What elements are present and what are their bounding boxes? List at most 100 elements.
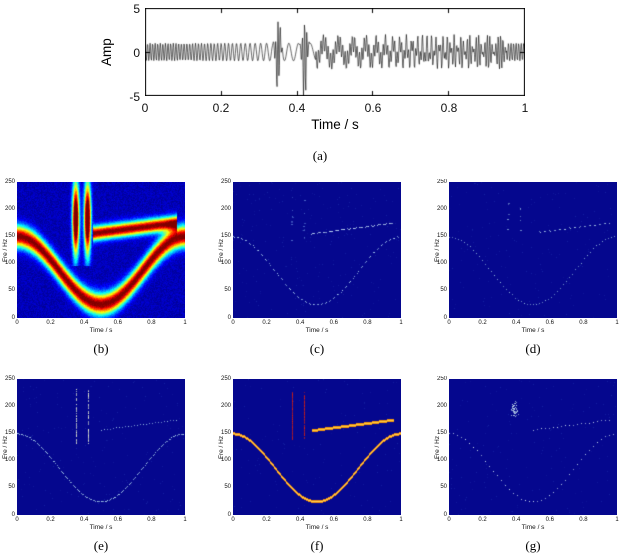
y-tick-label: 50: [440, 484, 447, 491]
y-tick-label: 250: [220, 178, 231, 185]
panel-f: Fre / Hz 0 50 100 150 200 250 0 0.2 0.4 0.6 0.8 1 Tim…: [216, 372, 432, 560]
x-tick-label: 0.4: [512, 320, 521, 326]
y-tick-label: 200: [4, 402, 15, 409]
x-tick-label: 0.6: [329, 517, 338, 523]
x-tick-label: 0.2: [46, 320, 55, 326]
y-tick-label: 150: [436, 232, 447, 239]
x-tick-label: 0: [141, 101, 149, 115]
y-tick-label: 150: [220, 232, 231, 239]
y-tick-label: 50: [8, 484, 15, 491]
x-tick-label: 0: [231, 517, 235, 523]
x-tick-label: 0.6: [545, 517, 554, 523]
x-tick-label: 0.4: [296, 517, 305, 523]
y-tick-label: 200: [436, 205, 447, 212]
tf-ridge-g-canvas: [449, 379, 617, 515]
x-tick-label: 1: [399, 320, 403, 326]
caption-g: (g): [525, 538, 541, 553]
y-tick-label: 0: [443, 314, 447, 321]
x-tick-label: 0.4: [80, 517, 89, 523]
caption-d: (d): [525, 341, 541, 356]
x-tick-label: 0.6: [113, 517, 122, 523]
x-tick-label: 0.8: [440, 101, 458, 115]
x-tick-label: 0.4: [288, 101, 306, 115]
x-tick-label: 0.8: [579, 320, 588, 326]
caption-b: (b): [93, 341, 109, 356]
ylabel-b: Fre / Hz: [2, 238, 9, 262]
panel-b: Fre / Hz 0 50 100 150 200 250 0 0.2 0.4 0.6 0.8 1 Tim…: [0, 175, 216, 365]
y-tick-label: 0: [227, 314, 231, 321]
y-tick-label: 5: [133, 2, 140, 16]
y-tick-label: 150: [220, 429, 231, 436]
x-tick-label: 0.6: [113, 320, 122, 326]
x-tick-label: 0: [447, 320, 451, 326]
x-tick-label: 0.2: [262, 320, 271, 326]
y-tick-label: 50: [8, 287, 15, 294]
x-tick-label: 0.4: [296, 320, 305, 326]
x-tick-label: 0.8: [363, 320, 372, 326]
y-tick-label: 200: [436, 402, 447, 409]
y-tick-label: 0: [11, 511, 15, 518]
x-tick-label: 0.6: [364, 101, 382, 115]
x-tick-label: 0.8: [147, 517, 156, 523]
xlabel-d: Time / s: [521, 327, 545, 334]
y-tick-label: 150: [4, 429, 15, 436]
panel-d: Fre / Hz 0 50 100 150 200 250 0 0.2 0.4 0.6 0.8 1 Tim…: [432, 175, 640, 365]
ylabel-g: Fre / Hz: [434, 435, 441, 459]
y-tick-label: 0: [133, 46, 140, 60]
panel-c: Fre / Hz 0 50 100 150 200 250 0 0.2 0.4 0.6 0.8 1 Tim…: [216, 175, 432, 365]
tf-ridge-d-canvas: [449, 182, 617, 318]
xlabel-b: Time / s: [89, 327, 113, 334]
caption-e: (e): [93, 538, 109, 553]
x-tick-label: 0: [15, 320, 19, 326]
x-tick-label: 0.4: [512, 517, 521, 523]
y-tick-label: 100: [220, 457, 231, 464]
y-tick-label: -5: [129, 90, 140, 104]
y-tick-label: 100: [436, 260, 447, 267]
x-tick-label: 0: [447, 517, 451, 523]
x-tick-label: 0.2: [212, 101, 230, 115]
y-tick-label: 50: [224, 287, 231, 294]
y-tick-label: 150: [4, 232, 15, 239]
y-tick-label: 250: [4, 178, 15, 185]
caption-f: (f): [310, 538, 324, 553]
x-tick-label: 1: [615, 517, 619, 523]
x-tick-label: 0.2: [46, 517, 55, 523]
x-tick-label: 1: [615, 320, 619, 326]
x-tick-label: 0.8: [363, 517, 372, 523]
x-tick-label: 0.6: [545, 320, 554, 326]
y-tick-label: 200: [4, 205, 15, 212]
ylabel-d: Fre / Hz: [434, 238, 441, 262]
y-tick-label: 100: [220, 260, 231, 267]
x-tick-label: 0.8: [147, 320, 156, 326]
y-tick-label: 200: [220, 402, 231, 409]
y-tick-label: 100: [436, 457, 447, 464]
y-tick-label: 250: [4, 375, 15, 382]
y-tick-label: 250: [436, 375, 447, 382]
caption-a: (a): [312, 148, 328, 163]
ylabel-c: Fre / Hz: [218, 238, 225, 262]
x-tick-label: 1: [399, 517, 403, 523]
x-tick-label: 0.8: [579, 517, 588, 523]
y-tick-label: 0: [11, 314, 15, 321]
waveform-xlabel: Time / s: [311, 117, 359, 132]
y-tick-label: 250: [220, 375, 231, 382]
panel-g: Fre / Hz 0 50 100 150 200 250 0 0.2 0.4 0.6 0.8 1 Tim…: [432, 372, 640, 560]
x-tick-label: 0: [231, 320, 235, 326]
x-tick-label: 0.4: [80, 320, 89, 326]
waveform-panel: Amp 5 0 -5 0 0.2 0.4 0.6 0.8 1 Time / s (a): [0, 0, 640, 170]
xlabel-g: Time / s: [521, 524, 545, 531]
x-tick-label: 0.2: [478, 517, 487, 523]
y-tick-label: 100: [4, 457, 15, 464]
xlabel-c: Time / s: [305, 327, 329, 334]
waveform-canvas: [145, 8, 525, 96]
x-tick-label: 1: [521, 101, 529, 115]
xlabel-e: Time / s: [89, 524, 113, 531]
y-tick-label: 50: [440, 287, 447, 294]
x-tick-label: 0.6: [329, 320, 338, 326]
y-tick-label: 0: [227, 511, 231, 518]
caption-c: (c): [309, 341, 325, 356]
ylabel-e: Fre / Hz: [2, 435, 9, 459]
ylabel-f: Fre / Hz: [218, 435, 225, 459]
x-tick-label: 1: [183, 517, 187, 523]
